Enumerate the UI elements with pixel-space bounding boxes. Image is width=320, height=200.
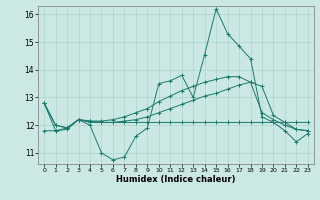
X-axis label: Humidex (Indice chaleur): Humidex (Indice chaleur) bbox=[116, 175, 236, 184]
